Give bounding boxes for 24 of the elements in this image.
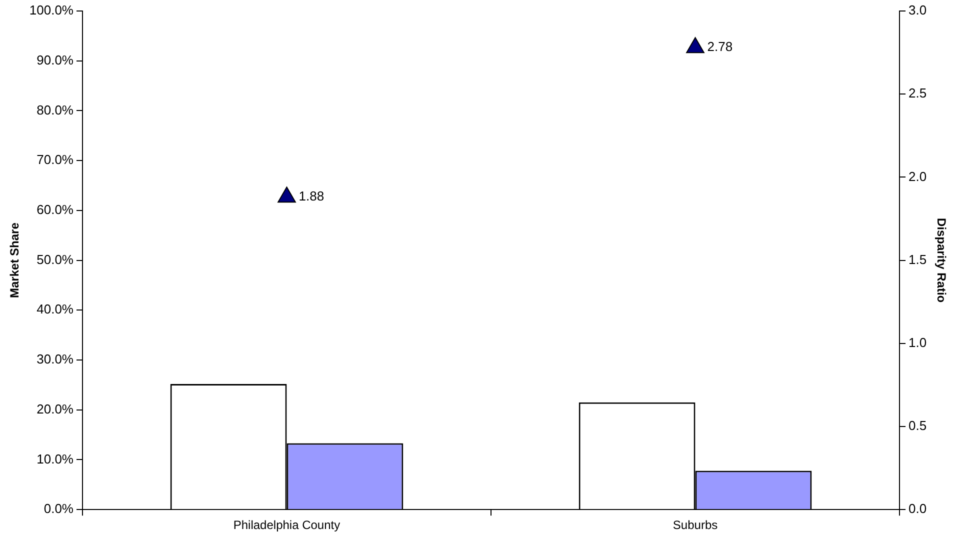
y-tick-label: 70.0% — [36, 152, 74, 168]
y-axis-title: Market Share — [8, 222, 22, 298]
y-tick-label: 20.0% — [36, 401, 74, 416]
y-tick-label: 50.0% — [36, 252, 74, 267]
y-tick-label: 100.0% — [29, 2, 74, 18]
y-tick-label: 10.0% — [36, 451, 74, 466]
y-tick-label: 40.0% — [36, 302, 74, 317]
y2-axis-title: Disparity Ratio — [934, 218, 948, 303]
data-label: 2.78 — [707, 39, 733, 54]
y2-tick-label: 0.0 — [908, 501, 927, 516]
y2-tick-label: 2.0 — [908, 168, 927, 184]
y2-tick-label: 2.5 — [908, 86, 927, 101]
y-tick-label: 0.0% — [44, 501, 74, 516]
y2-tick-label: 3.0 — [908, 2, 927, 18]
x-tick-label: Philadelphia County — [233, 518, 340, 532]
y2-tick-label: 1.5 — [908, 252, 927, 267]
data-label: 1.88 — [298, 188, 324, 204]
y2-tick-label: 1.0 — [908, 334, 927, 350]
y-tick-label: 30.0% — [36, 352, 74, 367]
y-tick-label: 80.0% — [36, 102, 74, 118]
y-tick-label: 60.0% — [36, 202, 74, 218]
y-tick-label: 90.0% — [36, 52, 74, 68]
x-tick-label: Suburbs — [672, 518, 718, 532]
y2-tick-label: 0.5 — [908, 418, 927, 434]
